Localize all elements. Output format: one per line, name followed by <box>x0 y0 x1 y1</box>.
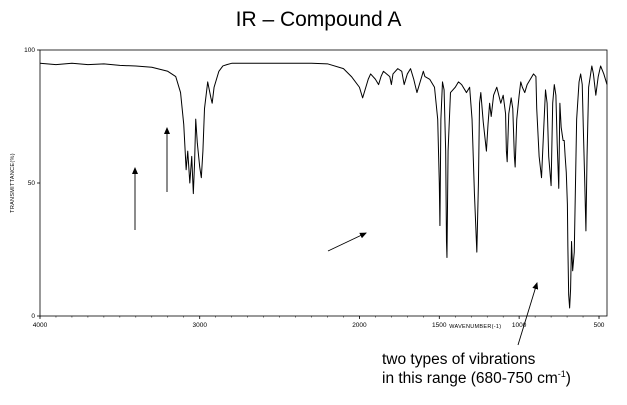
x-tick-label: 1000 <box>512 322 527 329</box>
annotation-line-2-end: ) <box>565 370 571 387</box>
page-title: IR – Compound A <box>235 8 402 31</box>
annotation-line-1: two types of vibrations <box>382 351 536 368</box>
y-tick-label: 50 <box>28 180 36 187</box>
x-tick-label: 4000 <box>33 322 48 329</box>
annotation-arrows <box>132 127 539 346</box>
annotation-line-2: in this range (680-750 cm-1) <box>382 369 622 388</box>
arrow-oop-bend <box>517 282 539 346</box>
vibrations-annotation: two types of vibrations in this range (6… <box>382 350 622 388</box>
y-tick-label: 100 <box>24 47 35 54</box>
x-tick-label: 2000 <box>352 322 367 329</box>
plot-frame <box>39 49 608 317</box>
x-tick-label: 1500 <box>432 322 447 329</box>
arrow-ring-stretch <box>327 232 367 252</box>
x-axis-ticks: 4000 3000 2000 1500 1000 500 <box>33 316 605 329</box>
x-tick-label: 3000 <box>192 322 207 329</box>
x-axis-label: WAVENUMBER(-1) <box>449 324 501 330</box>
annotation-line-2-text: in this range (680-750 cm <box>382 370 558 387</box>
y-tick-label: 0 <box>31 313 35 320</box>
y-axis-ticks: 0 50 100 <box>24 47 40 320</box>
x-tick-label: 500 <box>594 322 605 329</box>
series-layer <box>39 62 608 309</box>
y-axis-label: TRANSMITTANCE(%) <box>10 153 16 213</box>
series-line-1 <box>39 62 608 309</box>
annotation-superscript: -1 <box>557 368 566 379</box>
